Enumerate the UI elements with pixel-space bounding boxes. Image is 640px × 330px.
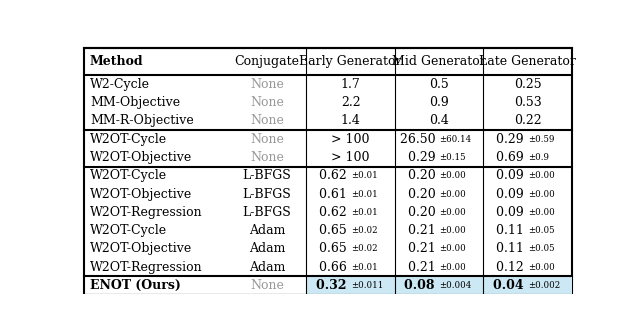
Text: W2OT-Objective: W2OT-Objective [90,243,192,255]
Text: Adam: Adam [249,261,285,274]
Text: L-BFGS: L-BFGS [243,169,291,182]
Text: 0.65: 0.65 [319,243,351,255]
Text: W2OT-Regression: W2OT-Regression [90,206,202,219]
Text: ±0.59: ±0.59 [527,135,554,144]
Text: ±0.00: ±0.00 [439,190,466,199]
Text: W2OT-Objective: W2OT-Objective [90,187,192,201]
Text: Late Generator: Late Generator [479,55,576,68]
Text: MM-R-Objective: MM-R-Objective [90,115,194,127]
Text: 0.9: 0.9 [429,96,449,109]
Text: Adam: Adam [249,224,285,237]
Text: 0.29: 0.29 [408,151,439,164]
Text: ±0.02: ±0.02 [351,226,378,235]
Text: None: None [250,96,284,109]
Text: 0.20: 0.20 [408,206,439,219]
Text: 0.22: 0.22 [514,115,541,127]
Text: 0.29: 0.29 [496,133,527,146]
Text: ±0.00: ±0.00 [439,263,466,272]
Text: 0.69: 0.69 [496,151,527,164]
Text: W2OT-Objective: W2OT-Objective [90,151,192,164]
Text: ENOT (Ours): ENOT (Ours) [90,279,180,292]
Text: Conjugate: Conjugate [234,55,300,68]
Text: 1.4: 1.4 [340,115,360,127]
Text: None: None [250,133,284,146]
Text: 0.61: 0.61 [319,187,351,201]
Text: ±0.00: ±0.00 [439,226,466,235]
Text: 0.09: 0.09 [496,206,527,219]
Text: ±0.00: ±0.00 [527,190,554,199]
Text: W2-Cycle: W2-Cycle [90,78,150,91]
Text: 0.66: 0.66 [319,261,351,274]
Text: > 100: > 100 [332,133,370,146]
Text: None: None [250,151,284,164]
Text: ±0.00: ±0.00 [439,245,466,253]
Text: ±60.14: ±60.14 [439,135,472,144]
Text: Method: Method [90,55,143,68]
Text: 0.53: 0.53 [514,96,541,109]
Text: None: None [250,78,284,91]
Text: 0.21: 0.21 [408,261,439,274]
Text: W2OT-Cycle: W2OT-Cycle [90,169,167,182]
Text: W2OT-Regression: W2OT-Regression [90,261,202,274]
Text: 0.12: 0.12 [496,261,527,274]
Text: Adam: Adam [249,243,285,255]
Text: ±0.002: ±0.002 [527,281,560,290]
Text: ±0.15: ±0.15 [439,153,466,162]
Text: ±0.00: ±0.00 [439,208,466,217]
Text: ±0.011: ±0.011 [351,281,383,290]
Text: W2OT-Cycle: W2OT-Cycle [90,224,167,237]
Text: 0.08: 0.08 [404,279,439,292]
Text: L-BFGS: L-BFGS [243,187,291,201]
Text: 0.62: 0.62 [319,169,351,182]
Text: ±0.9: ±0.9 [527,153,548,162]
Text: MM-Objective: MM-Objective [90,96,180,109]
Text: 0.25: 0.25 [514,78,541,91]
Text: 0.5: 0.5 [429,78,449,91]
Text: 0.4: 0.4 [429,115,449,127]
Text: ±0.004: ±0.004 [439,281,472,290]
Text: 0.62: 0.62 [319,206,351,219]
Text: Mid Generator: Mid Generator [392,55,486,68]
Text: ±0.01: ±0.01 [351,263,378,272]
Text: 0.20: 0.20 [408,187,439,201]
Text: None: None [250,279,284,292]
Text: > 100: > 100 [332,151,370,164]
Text: 0.65: 0.65 [319,224,351,237]
Text: ±0.01: ±0.01 [351,208,378,217]
Text: 2.2: 2.2 [341,96,360,109]
Text: ±0.05: ±0.05 [527,245,554,253]
Text: 0.09: 0.09 [496,169,527,182]
Text: 0.20: 0.20 [408,169,439,182]
Text: ±0.00: ±0.00 [527,171,554,180]
Text: 1.7: 1.7 [341,78,360,91]
Text: W2OT-Cycle: W2OT-Cycle [90,133,167,146]
Text: ±0.01: ±0.01 [351,171,378,180]
Text: 0.21: 0.21 [408,224,439,237]
Text: None: None [250,115,284,127]
Text: 0.21: 0.21 [408,243,439,255]
Text: ±0.00: ±0.00 [527,208,554,217]
Text: 26.50: 26.50 [399,133,439,146]
Text: 0.32: 0.32 [316,279,351,292]
Text: 0.09: 0.09 [496,187,527,201]
Text: 0.11: 0.11 [496,224,527,237]
Text: ±0.00: ±0.00 [527,263,554,272]
Text: ±0.00: ±0.00 [439,171,466,180]
Text: ±0.05: ±0.05 [527,226,554,235]
Text: 0.04: 0.04 [493,279,527,292]
Text: ±0.02: ±0.02 [351,245,378,253]
Text: 0.11: 0.11 [496,243,527,255]
Text: ±0.01: ±0.01 [351,190,378,199]
Text: Early Generator: Early Generator [300,55,402,68]
Bar [306,277,572,295]
Text: L-BFGS: L-BFGS [243,206,291,219]
